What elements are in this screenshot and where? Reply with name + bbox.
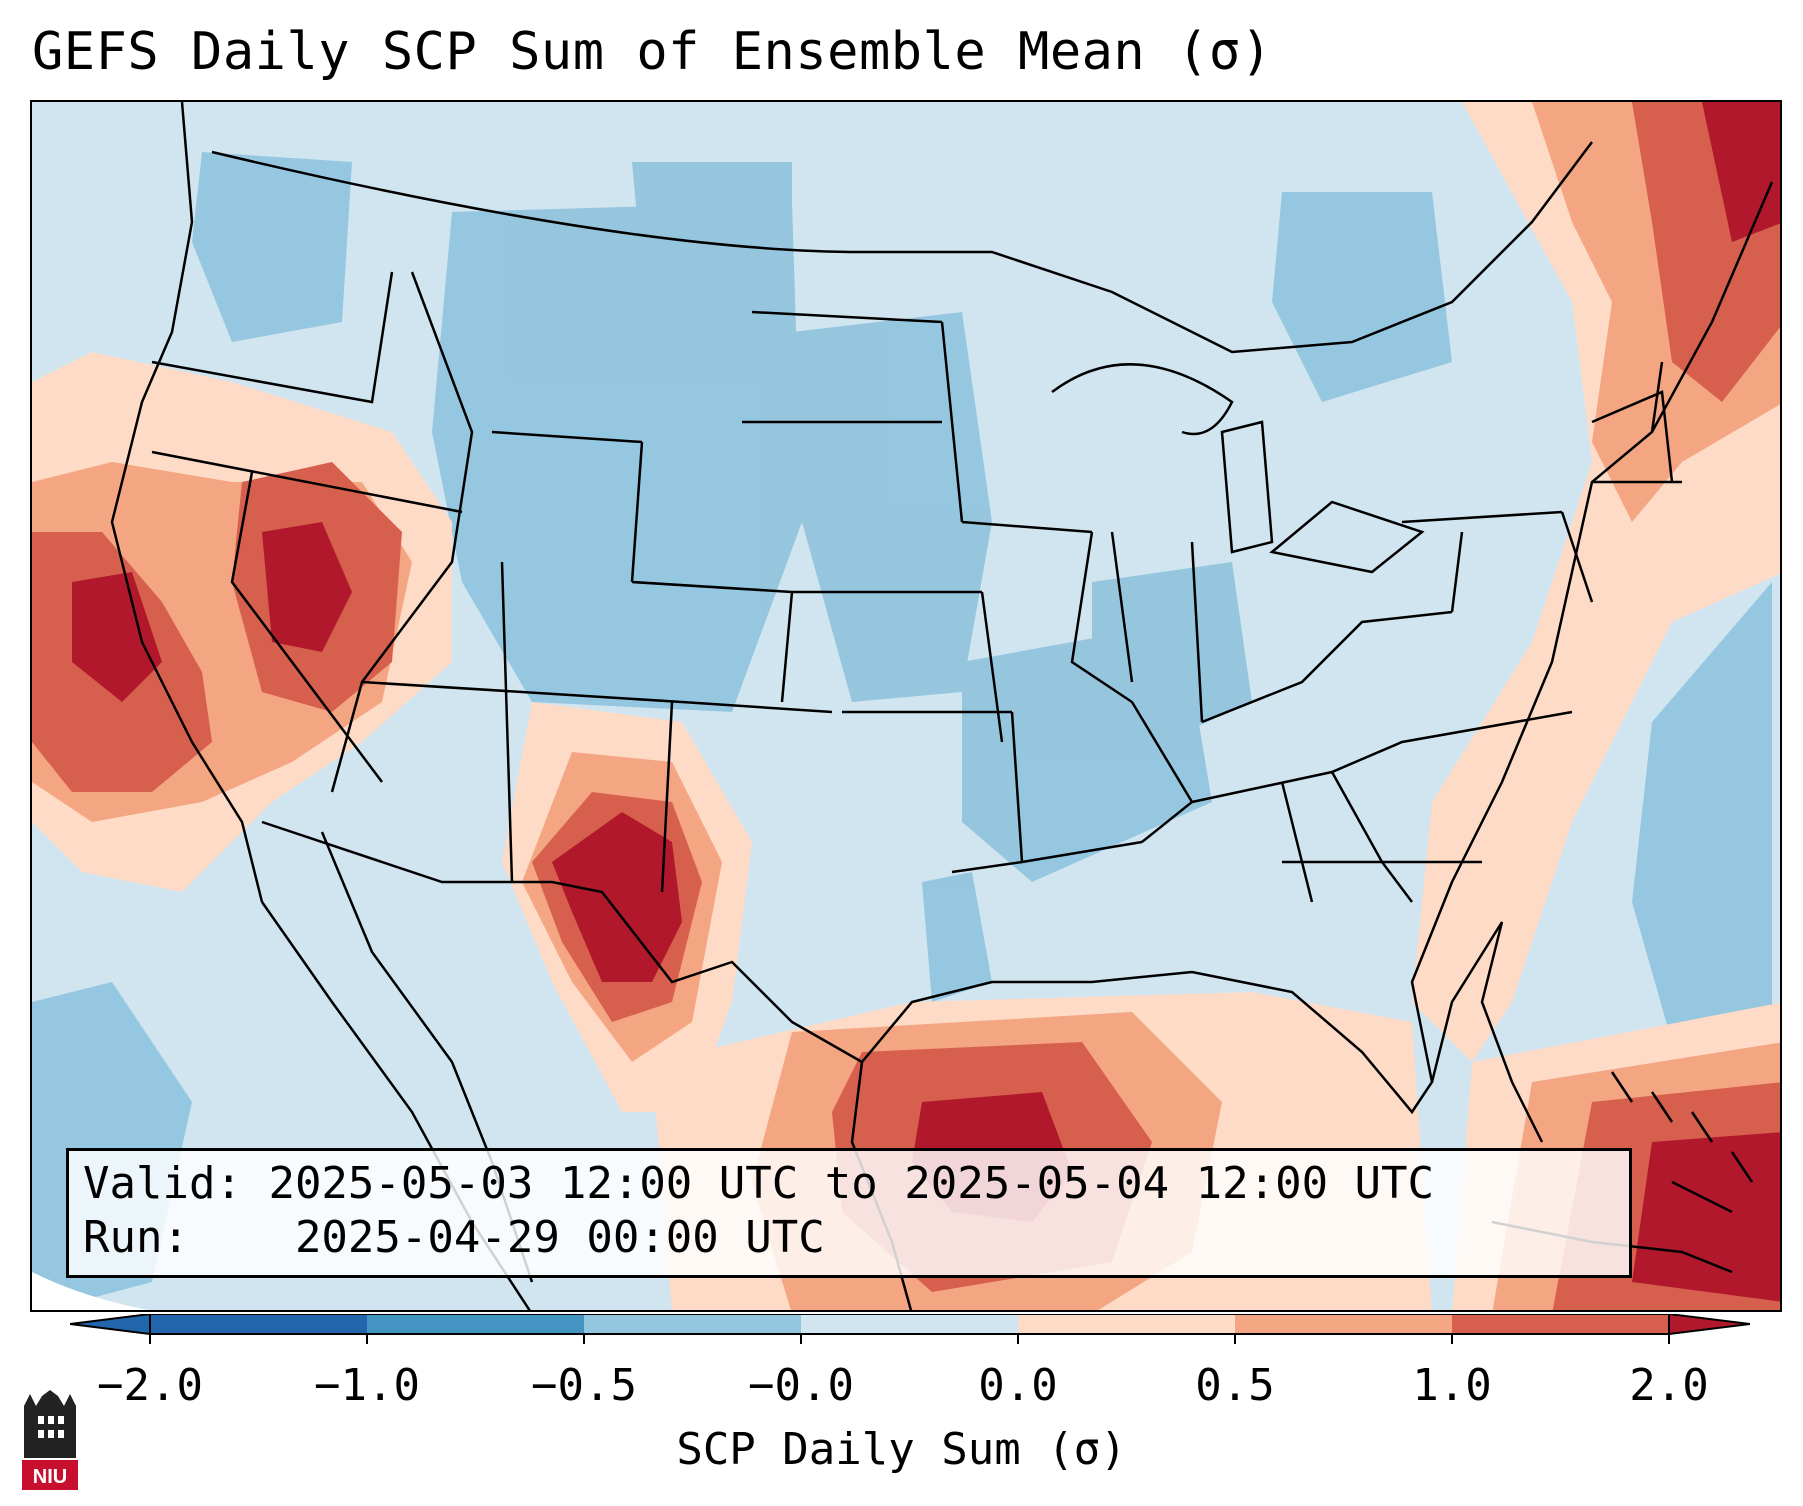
colorbar xyxy=(70,1314,1750,1344)
niu-logo: NIU xyxy=(22,1390,78,1490)
logo-shield xyxy=(22,1460,78,1490)
colorbar-extend-high xyxy=(1668,1314,1750,1336)
gulf-coastline xyxy=(861,181,1774,1115)
field-layer xyxy=(32,102,1780,1310)
colorbar-bin-4 xyxy=(801,1314,1018,1334)
mexico-border xyxy=(261,820,863,1064)
state-lines-central xyxy=(660,310,1204,893)
colorbar-tick: −2.0 xyxy=(97,1360,203,1411)
canada-border xyxy=(211,141,1593,354)
colorbar-tick: 0.0 xyxy=(978,1360,1058,1411)
map-title: GEFS Daily SCP Sum of Ensemble Mean (σ) xyxy=(32,22,1273,82)
valid-label: Valid: xyxy=(83,1158,242,1209)
colorbar-bin-1 xyxy=(150,1314,367,1334)
boundaries xyxy=(110,102,1774,1310)
colorbar-tick: 0.5 xyxy=(1195,1360,1275,1411)
colorbar-label: SCP Daily Sum (σ) xyxy=(676,1424,1127,1475)
colorbar-extend-low xyxy=(70,1314,151,1336)
colorbar-tick: 1.0 xyxy=(1412,1360,1492,1411)
run-time: 2025-04-29 00:00 UTC xyxy=(294,1212,825,1263)
projection-edge xyxy=(32,1272,149,1310)
colorbar-bin-6 xyxy=(1235,1314,1452,1334)
map-panel[interactable] xyxy=(30,100,1782,1312)
valid-run-info-box: Valid: 2025-05-03 12:00 UTC to 2025-05-0… xyxy=(66,1148,1632,1278)
colorbar-tick: −0.5 xyxy=(531,1360,637,1411)
bahamas xyxy=(1610,1071,1754,1183)
colorbar-tick: −1.0 xyxy=(314,1360,420,1411)
colorbar-bin-3 xyxy=(584,1314,801,1334)
valid-range: 2025-05-03 12:00 UTC to 2025-05-04 12:00… xyxy=(268,1158,1435,1209)
run-label: Run: xyxy=(83,1212,189,1263)
colorbar-tick: 2.0 xyxy=(1629,1360,1709,1411)
great-lakes xyxy=(1051,363,1425,574)
state-lines-east xyxy=(1070,361,1682,903)
florida xyxy=(1430,921,1544,1143)
colorbar-bin-2 xyxy=(367,1314,584,1334)
colorbar-tick: −0.0 xyxy=(748,1360,854,1411)
colorbar-bin-7 xyxy=(1452,1314,1669,1334)
west-coastline xyxy=(110,102,264,903)
colorbar-bin-5 xyxy=(1018,1314,1235,1334)
positive-west xyxy=(32,352,452,892)
state-lines-west xyxy=(151,271,794,883)
negative-field xyxy=(32,152,1772,1310)
logo-text: NIU xyxy=(33,1466,67,1488)
